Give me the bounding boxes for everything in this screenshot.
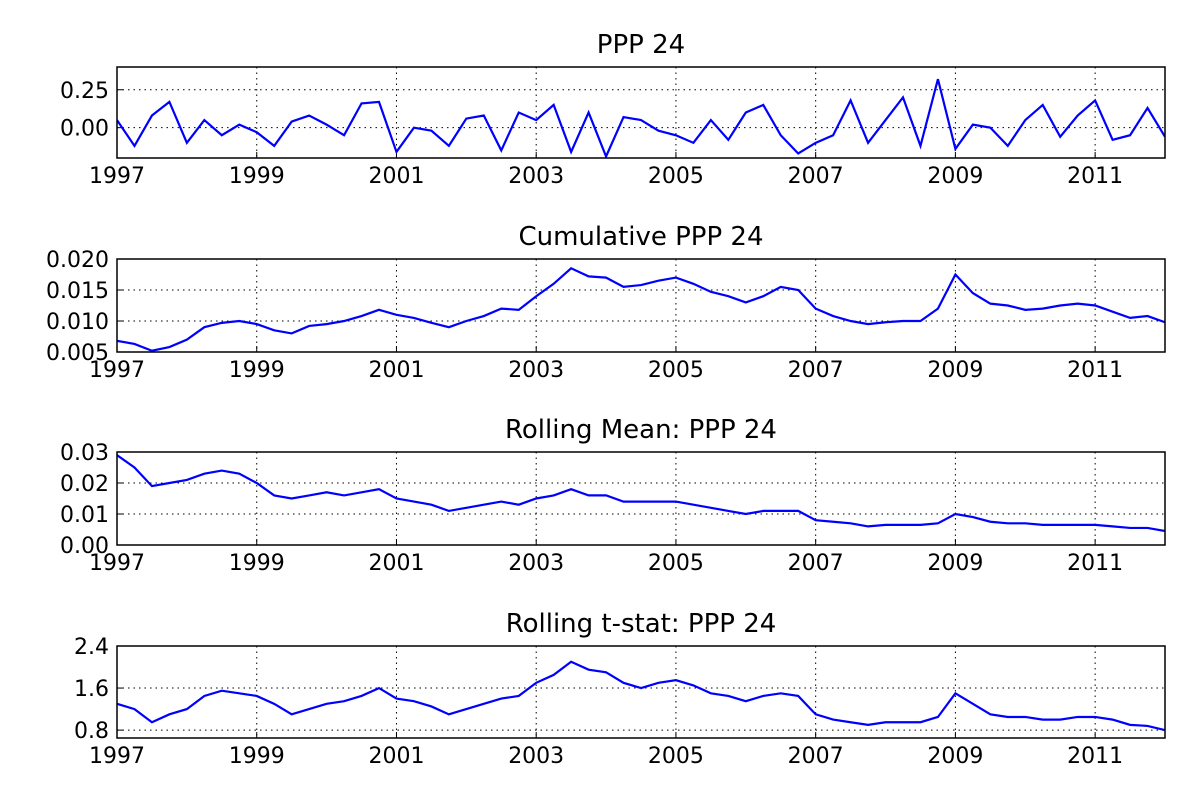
x-tick-label: 2009: [927, 358, 983, 383]
y-tick-label: 0.00: [60, 534, 109, 559]
y-tick-label: 0.25: [60, 79, 109, 104]
axes-frame: [116, 66, 1166, 159]
x-tick-label: 2001: [368, 744, 424, 769]
y-tick-label: 0.02: [60, 472, 109, 497]
x-tick-label: 2001: [368, 164, 424, 189]
x-tick-label: 1997: [89, 164, 145, 189]
axes-frame: [116, 645, 1166, 739]
x-tick-label: 2007: [788, 358, 844, 383]
x-tick-label: 1997: [89, 551, 145, 576]
x-tick-label: 2011: [1067, 744, 1123, 769]
y-tick-label: 0.005: [46, 341, 109, 366]
y-tick-label: 2.4: [74, 635, 109, 660]
x-tick-label: 1999: [229, 744, 285, 769]
x-tick-label: 2009: [927, 551, 983, 576]
x-tick-label: 2005: [648, 164, 704, 189]
data-line: [117, 266, 1165, 352]
x-tick-label: 2007: [788, 164, 844, 189]
x-tick-label: 2011: [1067, 164, 1123, 189]
y-tick-label: 0.03: [60, 441, 109, 466]
chart-title: Cumulative PPP 24: [518, 222, 763, 252]
chart-title: Rolling t-stat: PPP 24: [506, 609, 777, 639]
data-line: [117, 660, 1165, 732]
chart-title: PPP 24: [597, 30, 685, 60]
x-tick-label: 1999: [229, 164, 285, 189]
y-tick-label: 0.010: [46, 310, 109, 335]
x-tick-label: 2011: [1067, 551, 1123, 576]
x-tick-label: 2007: [788, 744, 844, 769]
y-tick-label: 1.6: [74, 677, 109, 702]
data-line: [117, 454, 1165, 533]
x-tick-label: 2005: [648, 551, 704, 576]
y-tick-label: 0.020: [46, 248, 109, 273]
x-tick-label: 2003: [508, 744, 564, 769]
x-tick-label: 1999: [229, 551, 285, 576]
y-tick-label: 0.01: [60, 503, 109, 528]
data-line: [117, 78, 1165, 158]
x-tick-label: 2005: [648, 358, 704, 383]
chart-title: Rolling Mean: PPP 24: [505, 415, 777, 445]
x-tick-label: 2003: [508, 358, 564, 383]
x-tick-label: 1997: [89, 744, 145, 769]
x-tick-label: 2001: [368, 358, 424, 383]
axes-frame: [116, 451, 1166, 546]
x-tick-label: 2003: [508, 551, 564, 576]
x-tick-label: 2011: [1067, 358, 1123, 383]
axes-frame: [116, 258, 1166, 353]
x-tick-label: 2003: [508, 164, 564, 189]
x-tick-label: 2009: [927, 744, 983, 769]
x-tick-label: 2009: [927, 164, 983, 189]
x-tick-label: 2001: [368, 551, 424, 576]
x-tick-label: 1999: [229, 358, 285, 383]
y-tick-label: 0.00: [60, 117, 109, 142]
x-tick-label: 2005: [648, 744, 704, 769]
x-tick-label: 1997: [89, 358, 145, 383]
x-tick-label: 2007: [788, 551, 844, 576]
y-tick-label: 0.8: [74, 719, 109, 744]
y-tick-label: 0.015: [46, 279, 109, 304]
